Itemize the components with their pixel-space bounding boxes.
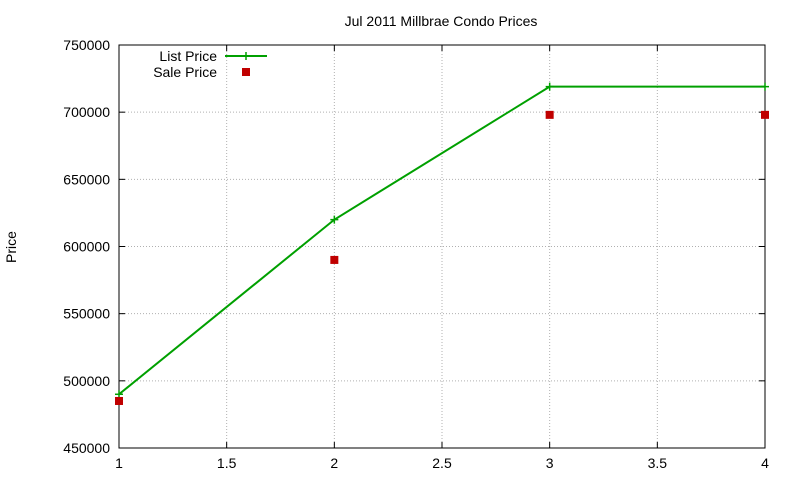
legend-label: List Price: [159, 48, 217, 64]
y-axis-label: Price: [3, 231, 19, 263]
y-tick-label: 500000: [63, 373, 110, 389]
x-tick-label: 4: [761, 455, 769, 471]
y-tick-label: 550000: [63, 306, 110, 322]
x-tick-label: 3.5: [648, 455, 668, 471]
list-price-point: [330, 215, 339, 224]
list-price-point: [761, 82, 769, 91]
y-tick-label: 450000: [63, 440, 110, 456]
x-tick-label: 2: [330, 455, 338, 471]
list-price-point: [545, 82, 554, 91]
sale-price-point: [761, 110, 769, 119]
legend-point-sample: [242, 52, 250, 60]
series-sale-price: [115, 110, 769, 405]
list-price-point: [115, 390, 123, 399]
axis-ticks: 1 1.5 2 2.5 3 3.5 4 450000 500000 550000 600000 650…: [63, 37, 769, 471]
x-tick-label: 2.5: [432, 455, 452, 471]
series: [115, 82, 769, 405]
sale-price-point: [115, 396, 123, 405]
y-tick-label: 700000: [63, 104, 110, 120]
y-tick-label: 750000: [63, 37, 110, 53]
y-tick-label: 600000: [63, 239, 110, 255]
x-tick-label: 1: [115, 455, 123, 471]
list-price-line: [118, 85, 765, 396]
legend-point-sample: [242, 68, 250, 76]
legend-label: Sale Price: [153, 64, 217, 80]
sale-price-point: [330, 255, 339, 264]
chart-title: Jul 2011 Millbrae Condo Prices: [345, 13, 538, 29]
sale-price-point: [545, 110, 554, 119]
y-tick-label: 650000: [63, 171, 110, 187]
x-tick-label: 1.5: [217, 455, 237, 471]
series-list-price: [115, 82, 769, 399]
x-tick-label: 3: [546, 455, 554, 471]
